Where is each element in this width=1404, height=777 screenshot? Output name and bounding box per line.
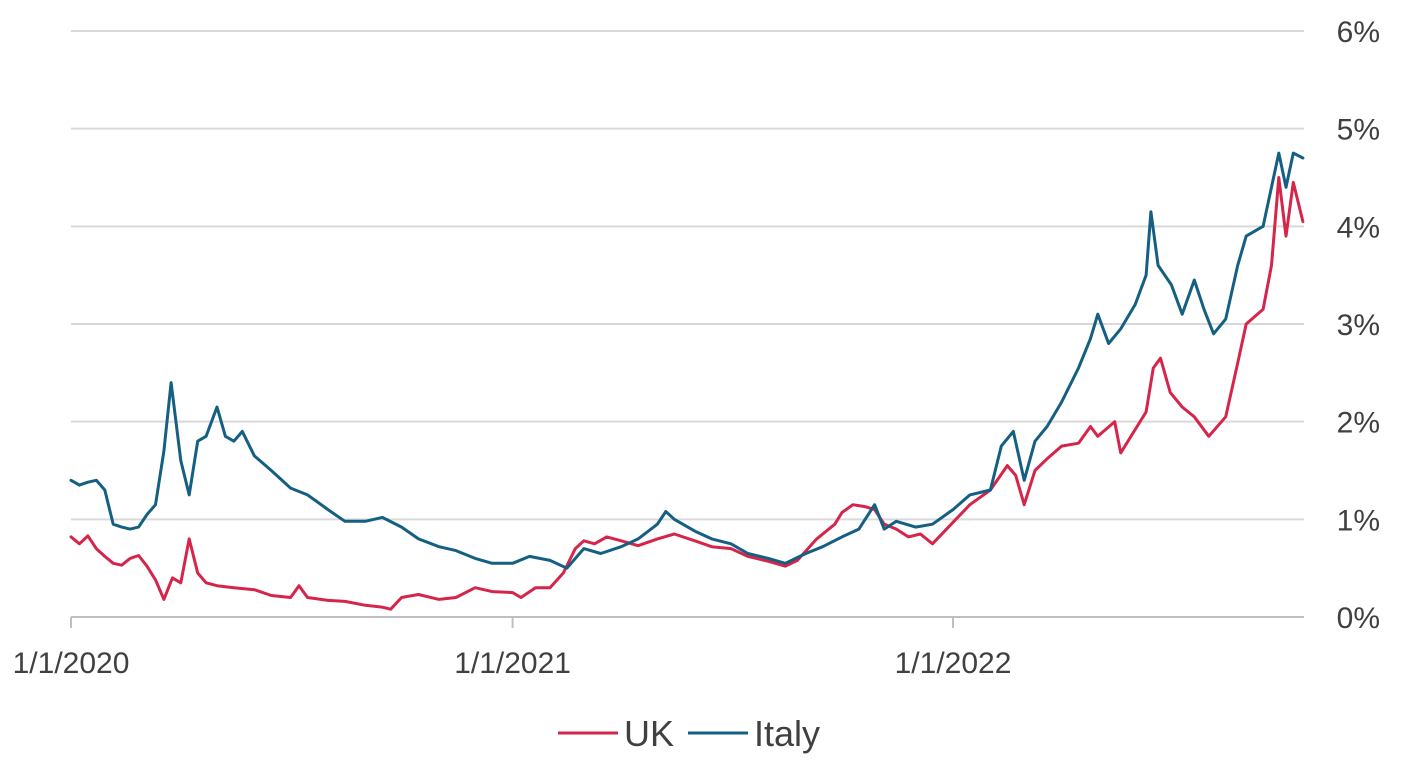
series-lines [69,151,1305,611]
y-tick-label: 3% [1337,309,1380,342]
series-line-uk [69,176,1305,611]
x-tick-label: 1/1/2020 [13,647,130,680]
legend-label-uk: UK [624,713,674,754]
y-tick-label: 5% [1337,114,1380,147]
y-tick-label: 4% [1337,211,1380,244]
series-line-italy [69,151,1305,570]
y-tick-label: 6% [1337,16,1380,49]
y-tick-label: 0% [1337,602,1380,635]
legend-label-italy: Italy [754,713,820,754]
x-tick-label: 1/1/2021 [454,647,571,680]
y-axis: 0% 1% 2% 3% 4% 5% 6% [1337,16,1380,635]
x-axis: 1/1/2020 1/1/2021 1/1/2022 [13,616,1304,680]
x-tick-label: 1/1/2022 [895,647,1012,680]
legend: UK Italy [558,713,820,754]
y-tick-label: 2% [1337,407,1380,440]
gridlines [71,30,1304,521]
y-tick-label: 1% [1337,504,1380,537]
